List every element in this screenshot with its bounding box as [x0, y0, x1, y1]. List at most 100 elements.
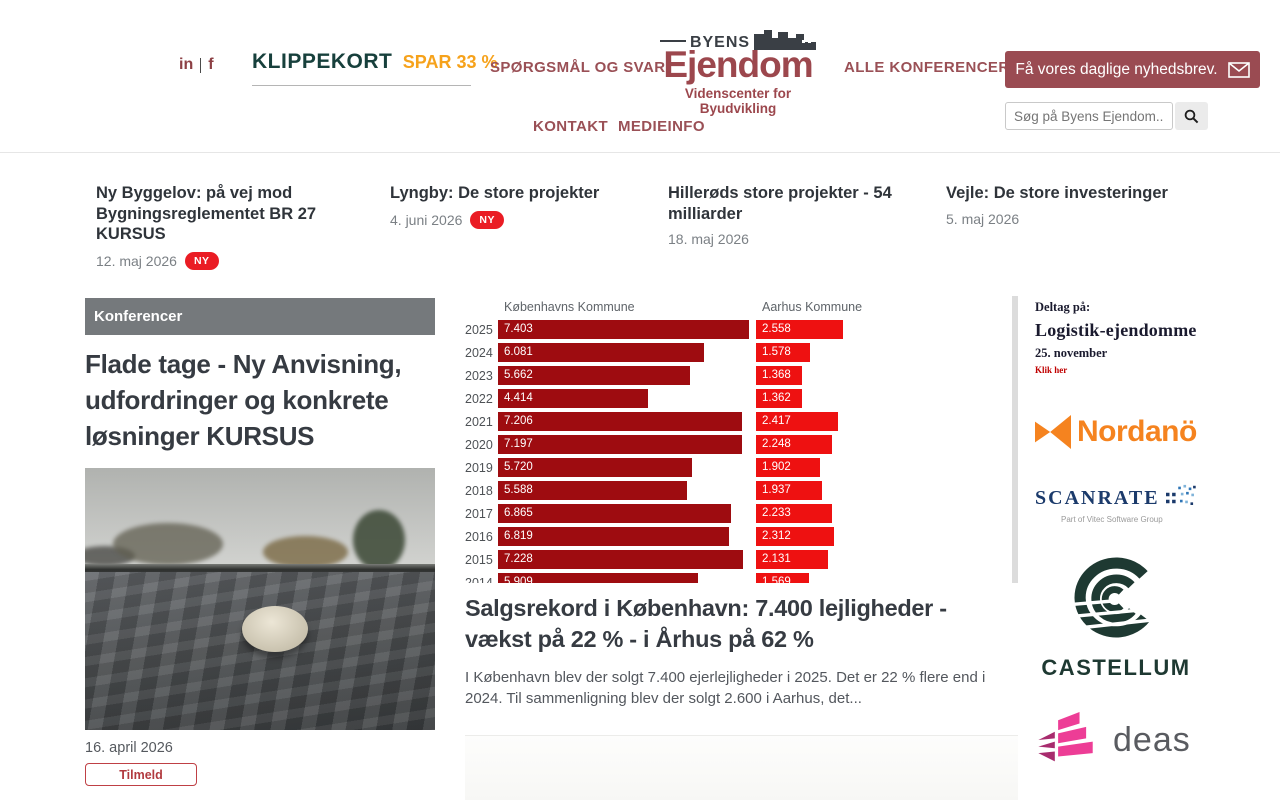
logo-top-row: BYENS: [648, 28, 828, 51]
chart-bar-kobenhavn: 7.197: [498, 435, 742, 454]
site-logo[interactable]: BYENS Ejendom Videnscenter for Byudvikli…: [648, 28, 828, 116]
ad-castellum-logo[interactable]: CASTELLUM: [1035, 554, 1197, 681]
new-badge: NY: [184, 251, 219, 270]
chart-bar-aarhus: 2.558: [756, 320, 843, 339]
ad-deltag-label: Deltag på:: [1035, 300, 1091, 314]
news-strip-item[interactable]: Hillerøds store projekter - 54 milliarde…: [668, 183, 918, 247]
scanrate-wordmark: SCANRATE: [1035, 486, 1160, 509]
chart-track: 1.937: [756, 481, 1018, 500]
news-strip-item[interactable]: Vejle: De store investeringer 5. maj 202…: [946, 183, 1196, 227]
photo-tree: [263, 536, 348, 568]
logo-byens-text: BYENS: [689, 34, 751, 51]
news-strip-item[interactable]: Lyngby: De store projekter 4. juni 2026 …: [390, 183, 625, 229]
chart-bar-kobenhavn: 4.414: [498, 389, 648, 408]
news-date: 18. maj 2026: [668, 231, 749, 247]
news-meta: 4. juni 2026 NY: [390, 210, 625, 229]
ad-nordano-logo[interactable]: Nordanö: [1035, 414, 1197, 450]
search-button[interactable]: [1175, 102, 1208, 130]
chart-row: 2020 7.197 2.248: [465, 433, 1018, 456]
ad-logistik-ejendomme[interactable]: Deltag på: Logistik-ejendomme 25. novemb…: [1035, 300, 1197, 375]
ad-scanrate-logo[interactable]: SCANRATE Part of Vitec Software Group: [1035, 483, 1197, 524]
chart-header: Københavns Kommune Aarhus Kommune: [465, 296, 1018, 318]
ad-deas-logo[interactable]: deas: [1035, 712, 1197, 768]
chart-track: 5.662: [498, 366, 756, 385]
chart-year-label: 2023: [465, 368, 493, 383]
chart-track: 6.865: [498, 504, 756, 523]
deas-wordmark: deas: [1113, 720, 1191, 759]
news-meta: 12. maj 2026 NY: [96, 251, 331, 270]
chart-bar-aarhus: 1.569: [756, 573, 810, 583]
news-strip-item[interactable]: Ny Byggelov: på vej mod Bygningsreglemen…: [96, 183, 331, 270]
chart-bar-aarhus: 1.362: [756, 389, 803, 408]
tilmeld-button[interactable]: Tilmeld: [85, 763, 197, 786]
nav-medieinfo[interactable]: MEDIEINFO: [618, 118, 705, 135]
linkedin-icon[interactable]: in: [179, 56, 194, 73]
photo-roof-vent-dome: [242, 606, 308, 652]
chart-bar-aarhus: 1.578: [756, 343, 810, 362]
chart-row: 2018 5.588 1.937: [465, 479, 1018, 502]
nordano-wordmark: Nordanö: [1077, 415, 1197, 448]
deas-chevrons-icon: [1038, 712, 1093, 762]
chart-track: 5.909: [498, 573, 756, 583]
chart-bar-aarhus: 1.368: [756, 366, 803, 385]
social-links: in f: [179, 56, 214, 74]
nav-alle-konferencer[interactable]: ALLE KONFERENCER: [844, 59, 1010, 76]
ad-cta-klik-her[interactable]: Klik her: [1035, 365, 1068, 375]
facebook-icon[interactable]: f: [208, 56, 214, 73]
chart-track: 7.197: [498, 435, 756, 454]
chart-track: 5.588: [498, 481, 756, 500]
chart-year-label: 2016: [465, 529, 493, 544]
envelope-icon: [1227, 61, 1250, 78]
chart-row: 2023 5.662 1.368: [465, 364, 1018, 387]
conference-date: 16. april 2026: [85, 740, 173, 756]
social-divider: [200, 57, 202, 73]
nav-sporgsmal-og-svar[interactable]: SPØRGSMÅL OG SVAR: [490, 59, 666, 76]
chart-row: 2019 5.720 1.902: [465, 456, 1018, 479]
news-title[interactable]: Ny Byggelov: på vej mod Bygningsreglemen…: [96, 184, 317, 243]
conference-title[interactable]: Flade tage - Ny Anvisning, udfordringer …: [85, 349, 402, 451]
ad-sidebar: Deltag på: Logistik-ejendomme 25. novemb…: [1035, 300, 1197, 800]
chart-year-label: 2015: [465, 552, 493, 567]
chart-row: 2017 6.865 2.233: [465, 502, 1018, 525]
photo-tree: [353, 510, 405, 570]
news-title[interactable]: Vejle: De store investeringer: [946, 184, 1168, 202]
nav-kontakt[interactable]: KONTAKT: [533, 118, 609, 135]
main-article-title[interactable]: Salgsrekord i København: 7.400 lejlighed…: [465, 595, 947, 652]
chart-scrollbar-strip: [1012, 296, 1018, 583]
chart-bar-kobenhavn: 7.206: [498, 412, 743, 431]
news-title[interactable]: Lyngby: De store projekter: [390, 184, 600, 202]
chart-bar-kobenhavn: 5.720: [498, 458, 692, 477]
conference-photo-flat-roof[interactable]: [85, 468, 435, 730]
newsletter-label: Få vores daglige nyhedsbrev.: [1015, 60, 1218, 78]
news-title[interactable]: Hillerøds store projekter - 54 milliarde…: [668, 184, 892, 223]
chart-bar-kobenhavn: 5.588: [498, 481, 688, 500]
search-input[interactable]: [1005, 102, 1173, 130]
logo-name: Ejendom: [663, 44, 813, 85]
chart-row: 2014 5.909 1.569: [465, 571, 1018, 583]
chart-bar-kobenhavn: 5.662: [498, 366, 690, 385]
photo-roof-surface: [85, 572, 435, 730]
chart-track: 2.131: [756, 550, 1018, 569]
sales-bar-chart[interactable]: Københavns Kommune Aarhus Kommune 2025 7.…: [465, 296, 1018, 583]
chart-track: 1.578: [756, 343, 1018, 362]
news-date: 4. juni 2026: [390, 211, 463, 228]
chart-bar-aarhus: 1.902: [756, 458, 821, 477]
chart-year-label: 2019: [465, 460, 493, 475]
chart-track: 1.368: [756, 366, 1018, 385]
news-meta: 18. maj 2026: [668, 231, 918, 247]
chart-track: 2.248: [756, 435, 1018, 454]
chart-track: 7.228: [498, 550, 756, 569]
ad-date: 25. november: [1035, 346, 1108, 360]
chart-bar-aarhus: 1.937: [756, 481, 822, 500]
chart-track: 2.312: [756, 527, 1018, 546]
chart-year-label: 2025: [465, 322, 493, 337]
chart-bar-kobenhavn: 6.865: [498, 504, 731, 523]
chart-year-label: 2017: [465, 506, 493, 521]
newsletter-button[interactable]: Få vores daglige nyhedsbrev.: [1005, 51, 1260, 88]
next-article-photo[interactable]: [465, 735, 1018, 800]
klippekort-promo[interactable]: KLIPPEKORT SPAR 33 %: [252, 50, 498, 86]
chart-row: 2022 4.414 1.362: [465, 387, 1018, 410]
new-badge: NY: [470, 210, 504, 229]
site-header: in f KLIPPEKORT SPAR 33 % SPØRGSMÅL OG S…: [0, 0, 1280, 153]
photo-horizon: [85, 564, 435, 574]
